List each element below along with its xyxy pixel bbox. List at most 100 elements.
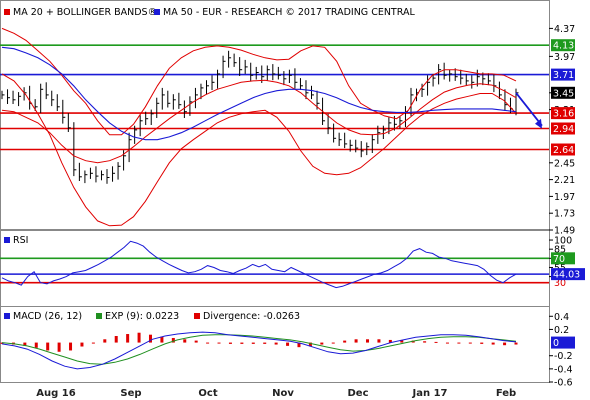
- main-legend: MA 20 + BOLLINGER BANDS® MA 50 - EUR - R…: [4, 7, 415, 18]
- divergence-bar: [228, 342, 232, 344]
- divergence-bar: [137, 332, 141, 343]
- divergence-bar: [320, 342, 324, 345]
- price-axis-tick-label: 1.97: [554, 192, 575, 203]
- macd-last-value-box: [551, 336, 575, 349]
- divergence-bar: [251, 342, 255, 344]
- price-axis-tick-label: 1.73: [554, 209, 575, 220]
- level-label-2.94-box: [551, 122, 575, 135]
- divergence-legend-text: Divergence: -0.0263: [203, 311, 300, 322]
- rsi-line: [1, 240, 517, 289]
- ma50-legend-text: MA 50 - EUR - RESEARCH © 2017 TRADING CE…: [163, 7, 415, 18]
- divergence-bar: [388, 339, 392, 343]
- divergence-bar: [217, 342, 221, 344]
- price-axis-tick-label: 2.45: [554, 158, 575, 169]
- divergence-bar: [183, 339, 187, 343]
- divergence-bar: [434, 341, 438, 343]
- divergence-bar: [114, 336, 118, 343]
- rsi-level-70-label-box: [551, 252, 575, 265]
- x-tick-oct: Oct: [198, 388, 217, 399]
- bollinger-upper-line: [1, 27, 517, 136]
- macd-line: [1, 331, 517, 370]
- divergence-bar: [57, 342, 61, 352]
- divergence-bar: [468, 342, 472, 344]
- macd-axis-tick-label: 0.2: [554, 325, 569, 336]
- divergence-bar: [423, 341, 427, 343]
- macd-axis-tick-label: -0.2: [554, 351, 573, 362]
- level-label-2.94-text: 2.94: [553, 124, 574, 135]
- rsi-panel: 10085705540703044.03: [0, 236, 585, 289]
- level-label-3.16-box: [551, 107, 575, 120]
- divergence-bar: [297, 342, 301, 348]
- panel-borders: [0, 0, 550, 383]
- ma20-line: [1, 79, 517, 164]
- level-label-3.71-text: 3.71: [553, 70, 574, 81]
- divergence-bar: [445, 342, 449, 344]
- divergence-bar: [308, 342, 312, 347]
- divergence-bar: [0, 342, 4, 344]
- divergence-bar: [274, 342, 278, 345]
- divergence-bar: [457, 342, 461, 344]
- level-label-4.13-text: 4.13: [553, 41, 574, 52]
- rsi-axis-tick-label: 85: [554, 245, 566, 256]
- x-tick-feb: Feb: [496, 388, 516, 399]
- divergence-bar: [160, 336, 164, 343]
- divergence-bar: [491, 342, 495, 345]
- level-label-2.64-box: [551, 143, 575, 156]
- level-label-3.16-text: 3.16: [553, 109, 574, 120]
- exp-legend-swatch: [96, 313, 102, 319]
- rsi-level-30-label: 30: [554, 278, 566, 289]
- rsi-legend-text: RSI: [13, 235, 28, 246]
- divergence-bar: [286, 342, 290, 346]
- divergence-bar: [503, 342, 507, 346]
- divergence-bar: [366, 339, 370, 343]
- rsi-last-value-text: 44.03: [553, 270, 580, 281]
- ma50-legend-swatch: [154, 9, 160, 15]
- exp-signal-line: [1, 334, 517, 365]
- rsi-legend: RSI: [4, 235, 28, 246]
- divergence-bar: [34, 342, 38, 348]
- x-tick-jan17: Jan 17: [412, 388, 448, 399]
- forecast-arrowhead: [535, 118, 542, 129]
- divergence-bar: [206, 342, 210, 344]
- divergence-bar: [400, 339, 404, 343]
- x-tick-nov: Nov: [272, 388, 294, 399]
- divergence-bar: [69, 342, 73, 351]
- macd-axis-tick-label: 0.4: [554, 312, 569, 323]
- divergence-bar: [80, 342, 84, 347]
- price-panel: 4.373.973.453.212.452.211.971.731.494.13…: [0, 24, 575, 237]
- level-label-3.71-box: [551, 68, 575, 81]
- x-tick-aug16: Aug 16: [36, 388, 75, 399]
- price-axis-tick-label: 3.97: [554, 52, 575, 63]
- divergence-bar: [377, 339, 381, 343]
- divergence-bar: [514, 342, 518, 345]
- divergence-bar: [354, 339, 358, 343]
- divergence-bar: [171, 337, 175, 343]
- macd-panel: 0.4 0.2 -0.2 -0.4 -0.6 0: [0, 312, 575, 389]
- x-axis: Aug 16 Sep Oct Nov Dec Jan 17 Feb: [36, 388, 516, 399]
- x-tick-dec: Dec: [347, 388, 368, 399]
- divergence-bar: [103, 339, 107, 343]
- last-price-label-box: [551, 86, 575, 99]
- divergence-bar: [194, 340, 198, 343]
- divergence-bar: [46, 342, 50, 351]
- rsi-legend-swatch: [4, 237, 10, 243]
- ma20-legend-text: MA 20 + BOLLINGER BANDS®: [13, 7, 157, 18]
- divergence-legend-swatch: [194, 313, 200, 319]
- price-axis-tick-label: 1.49: [554, 226, 575, 237]
- divergence-bar: [23, 342, 27, 346]
- divergence-bar: [480, 342, 484, 344]
- macd-panel-frame: [0, 306, 550, 383]
- price-axis-tick-label: 2.21: [554, 175, 575, 186]
- divergence-bar: [343, 340, 347, 343]
- forecast-arrow-line: [515, 92, 543, 127]
- x-tick-sep: Sep: [120, 388, 141, 399]
- macd-axis-tick-label: -0.6: [554, 378, 573, 389]
- price-axis-tick-label: 4.37: [554, 24, 575, 35]
- rsi-last-value-box: [551, 268, 585, 281]
- last-price-label-text: 3.45: [553, 88, 574, 99]
- divergence-bar: [263, 342, 267, 344]
- macd-legend: MACD (26, 12) EXP (9): 0.0223 Divergence…: [4, 311, 300, 322]
- exp-legend-text: EXP (9): 0.0223: [105, 311, 179, 322]
- main-panel-frame: [0, 0, 550, 230]
